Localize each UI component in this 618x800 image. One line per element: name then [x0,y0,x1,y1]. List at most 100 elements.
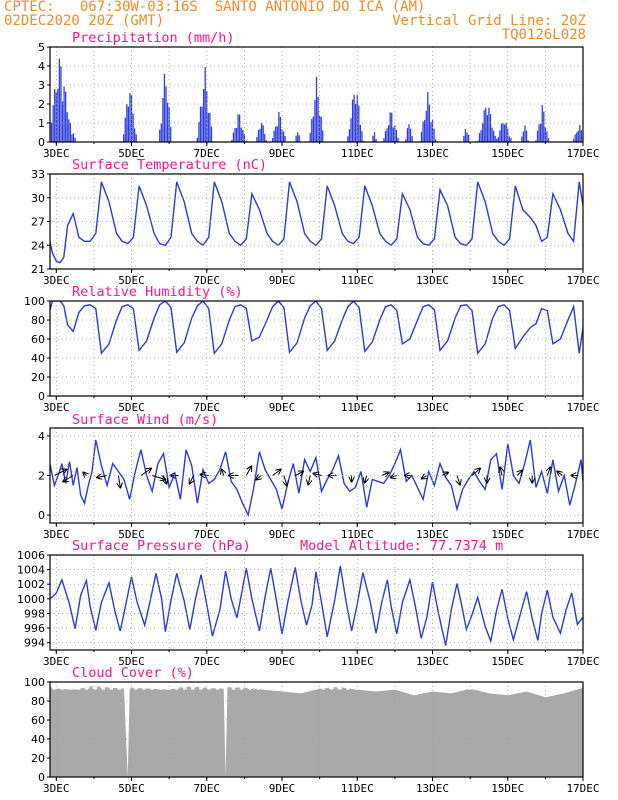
header-datetime: 02DEC2020 20Z (GMT) [4,13,165,29]
press-line [50,565,583,646]
cloud-cover-notch [283,684,286,689]
cloud-frame [49,681,584,778]
cloud-cover-notch [402,684,405,690]
cloud-cover-notch [463,684,466,687]
precip-bar [284,136,286,142]
cloud-cover-notch [496,684,499,687]
cloud-cover-notch [197,684,200,687]
rh-xtick-label: 15DEC [491,401,524,414]
cloud-cover-notch [340,684,342,690]
cloud-cover-notch [321,684,324,690]
precip-bar [510,138,512,142]
precip-bar [168,106,170,142]
rh-ytick-label: 80 [31,314,45,327]
cloud-cover-notch [307,684,309,690]
rh-xtick-label: 13DEC [416,401,449,414]
precip-bar [160,123,162,142]
cloud-cover-notch [343,684,346,685]
cloud-cover-notch [498,684,501,686]
press-ytick-label: 996 [24,622,45,635]
rh-plot-area [50,301,583,356]
wind-arrow [471,469,480,476]
cloud-cover-notch [546,684,549,685]
cloud-cover-notch [377,684,380,689]
precip-bar [579,125,581,142]
cloud-cover-notch [206,684,209,690]
cloud-cover-notch [531,684,534,687]
press-xtick-label: 17DEC [566,655,599,668]
precip-bar [411,136,413,142]
precip-bar [196,137,198,142]
cloud-cover-notch [336,684,339,689]
precip-bar [232,132,235,142]
cloud-cover-notch [150,684,153,690]
cloud-cover-notch [220,684,223,685]
cloud-cover-notch [332,684,335,689]
cloud-cover-notch [393,684,396,688]
press-xtick-label: 7DEC [194,655,221,668]
cloud-cover-notch [434,684,436,688]
precip-bar [166,102,169,142]
cloud-cover-notch [214,684,217,689]
precip-bar [210,126,213,142]
wind-arrow [314,474,322,476]
cloud-cover-notch [115,684,118,688]
rh-ytick-label: 40 [31,352,45,365]
wind-arrow [457,475,460,485]
cloud-cover-notch [523,684,526,687]
wind-xtick-label: 7DEC [194,528,221,541]
cloud-cover-notch [330,684,333,690]
precip-bar [127,106,130,142]
cloud-cover-notch [568,684,571,689]
cloud-cover-notch [92,684,95,689]
cloud-cover-notch [170,684,173,686]
cloud-ytick-label: 0 [38,771,45,784]
press-xtick-label: 11DEC [341,655,374,668]
cloud-cover-notch [263,684,266,689]
cloud-xtick-label: 5DEC [118,782,145,795]
wind-xtick-label: 15DEC [491,528,524,541]
temp-xtick-label: 17DEC [566,274,599,287]
cloud-cover-notch [504,684,507,687]
press-panel: Surface Pressure (hPa) Model Altitude: 77… [17,538,600,668]
precip-xtick-label: 13DEC [416,147,449,160]
wind-arrow [284,475,287,486]
cloud-cover-notch [327,684,330,687]
cloud-cover-notch [57,684,60,686]
wind-arrow [517,471,522,476]
cloud-cover-notch [60,684,63,690]
cloud-cover-notch [239,684,242,690]
precip-bar [361,131,363,142]
cloud-cover-notch [358,684,361,685]
cloud-cover-notch [230,684,233,688]
precip-bar [132,113,134,142]
cloud-cover-notch [169,684,172,689]
press-grid [50,554,583,650]
cloud-cover-notch [565,684,568,690]
temp-xtick-label: 5DEC [118,274,145,287]
wind-arrow [245,467,251,476]
precip-bar [538,124,540,142]
cloud-cover-notch [78,684,81,690]
cloud-cover-notch [202,684,204,689]
precip-bar [68,119,70,142]
cloud-cover-notch [435,684,438,690]
cloud-cover-notch [211,684,214,686]
cloud-cover-notch [75,684,77,688]
cloud-cover-notch [318,684,320,685]
cloud-cover-notch [372,684,375,689]
cloud-cover-notch [122,684,124,686]
cloud-cover-notch [95,684,98,690]
cloud-cover-notch [423,684,425,687]
precip-bar [522,131,525,142]
press-ytick-label: 1004 [17,564,45,577]
cloud-cover-notch [451,684,454,689]
precip-bar [480,130,482,142]
cloud-cover-notch [465,684,468,685]
precip-xtick-label: 9DEC [269,147,296,160]
precip-bar [489,114,492,142]
cloud-cover-notch [203,684,206,686]
precip-bar [231,139,233,142]
cloud-cover-notch [404,684,407,690]
